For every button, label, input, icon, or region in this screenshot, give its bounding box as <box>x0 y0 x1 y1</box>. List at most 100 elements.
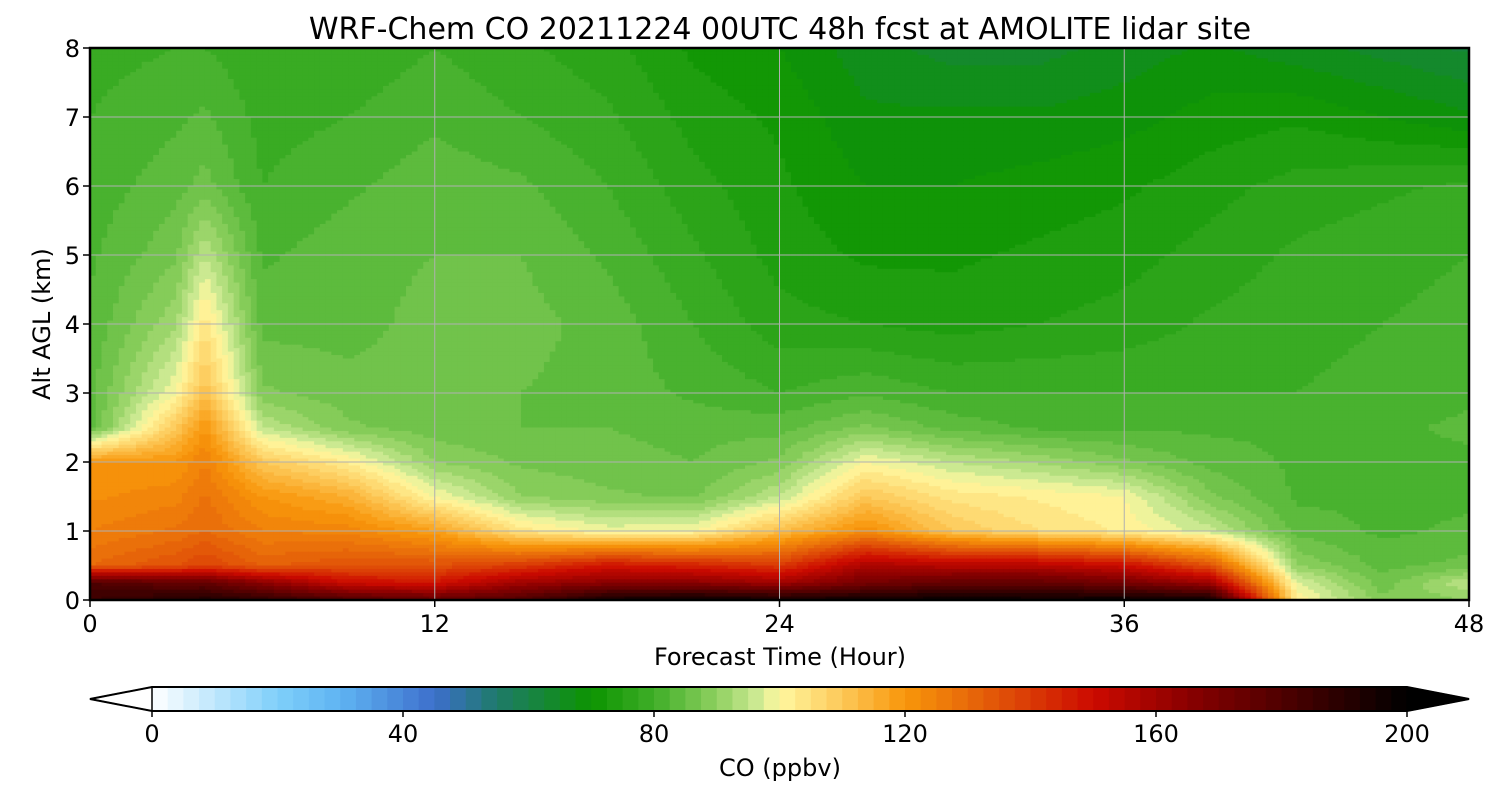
co-field-cell <box>699 72 705 76</box>
co-field-cell <box>647 72 653 76</box>
co-field-cell <box>1096 76 1102 80</box>
co-field-cell <box>418 89 424 93</box>
co-field-cell <box>998 69 1004 73</box>
co-field-cell <box>1262 55 1268 59</box>
co-field-cell <box>1429 86 1435 90</box>
co-field-cell <box>785 58 791 62</box>
co-field-cell <box>1412 62 1418 66</box>
co-field-cell <box>1297 83 1303 87</box>
co-field-cell <box>136 72 142 76</box>
co-field-cell <box>205 72 211 76</box>
co-field-cell <box>1067 76 1073 80</box>
co-field-cell <box>894 86 900 90</box>
co-field-cell <box>647 58 653 62</box>
co-field-cell <box>843 62 849 66</box>
co-field-cell <box>504 76 510 80</box>
co-field-cell <box>751 83 757 87</box>
co-field-cell <box>1279 79 1285 83</box>
co-field-cell <box>636 83 642 87</box>
co-field-cell <box>1147 83 1153 87</box>
co-field-cell <box>320 51 326 55</box>
co-field-cell <box>274 83 280 87</box>
co-field-cell <box>1136 69 1142 73</box>
co-field-cell <box>303 62 309 66</box>
co-field-cell <box>578 86 584 90</box>
co-field-cell <box>1153 76 1159 80</box>
co-field-cell <box>239 89 245 93</box>
co-field-cell <box>682 58 688 62</box>
co-field-cell <box>1366 76 1372 80</box>
co-field-cell <box>590 79 596 83</box>
co-field-cell <box>768 69 774 73</box>
co-field-cell <box>308 89 314 93</box>
co-field-cell <box>1337 86 1343 90</box>
co-field-cell <box>711 62 717 66</box>
co-field-cell <box>550 51 556 55</box>
co-field-cell <box>768 79 774 83</box>
co-field-cell <box>446 86 452 90</box>
co-field-cell <box>866 76 872 80</box>
co-field-cell <box>1279 76 1285 80</box>
co-field-cell <box>1291 58 1297 62</box>
co-field-cell <box>722 83 728 87</box>
co-field-cell <box>986 86 992 90</box>
co-field-cell <box>647 86 653 90</box>
co-field-cell <box>492 89 498 93</box>
co-field-cell <box>1314 69 1320 73</box>
co-field-cell <box>1182 51 1188 55</box>
co-field-cell <box>969 62 975 66</box>
co-field-cell <box>963 83 969 87</box>
co-field-cell <box>1308 65 1314 69</box>
co-field-cell <box>653 55 659 59</box>
co-field-cell <box>1044 83 1050 87</box>
co-field-cell <box>101 79 107 83</box>
co-field-cell <box>940 86 946 90</box>
co-field-cell <box>676 72 682 76</box>
co-field-cell <box>1360 51 1366 55</box>
co-field-cell <box>866 86 872 90</box>
co-field-cell <box>1090 51 1096 55</box>
co-field-cell <box>1354 79 1360 83</box>
co-field-cell <box>1279 86 1285 90</box>
co-field-cell <box>1377 62 1383 66</box>
co-field-cell <box>1055 76 1061 80</box>
co-field-cell <box>463 79 469 83</box>
co-field-cell <box>848 55 854 59</box>
co-field-cell <box>900 69 906 73</box>
co-field-cell <box>205 51 211 55</box>
co-field-cell <box>1222 72 1228 76</box>
co-field-cell <box>1314 58 1320 62</box>
co-field-cell <box>1245 72 1251 76</box>
co-field-cell <box>1067 83 1073 87</box>
co-field-cell <box>308 76 314 80</box>
co-field-cell <box>216 55 222 59</box>
co-field-cell <box>1343 58 1349 62</box>
co-field-cell <box>716 72 722 76</box>
co-field-cell <box>1331 65 1337 69</box>
co-field-cell <box>1412 58 1418 62</box>
co-field-cell <box>1090 58 1096 62</box>
co-field-cell <box>308 51 314 55</box>
co-field-cell <box>1452 72 1458 76</box>
co-field-cell <box>647 51 653 55</box>
co-field-cell <box>532 62 538 66</box>
co-field-cell <box>963 51 969 55</box>
co-field-cell <box>418 86 424 90</box>
co-field-cell <box>1239 79 1245 83</box>
co-field-cell <box>1055 55 1061 59</box>
co-field-cell <box>1228 69 1234 73</box>
co-field-cell <box>343 55 349 59</box>
co-field-cell <box>975 51 981 55</box>
co-field-cell <box>1182 65 1188 69</box>
co-field-cell <box>561 69 567 73</box>
co-field-cell <box>366 55 372 59</box>
co-field-cell <box>1308 51 1314 55</box>
co-field-cell <box>555 55 561 59</box>
co-field-cell <box>383 65 389 69</box>
co-field-cell <box>739 62 745 66</box>
co-field-cell <box>1452 65 1458 69</box>
co-field-cell <box>268 79 274 83</box>
co-field-cell <box>963 79 969 83</box>
co-field-cell <box>1285 51 1291 55</box>
co-field-cell <box>101 83 107 87</box>
